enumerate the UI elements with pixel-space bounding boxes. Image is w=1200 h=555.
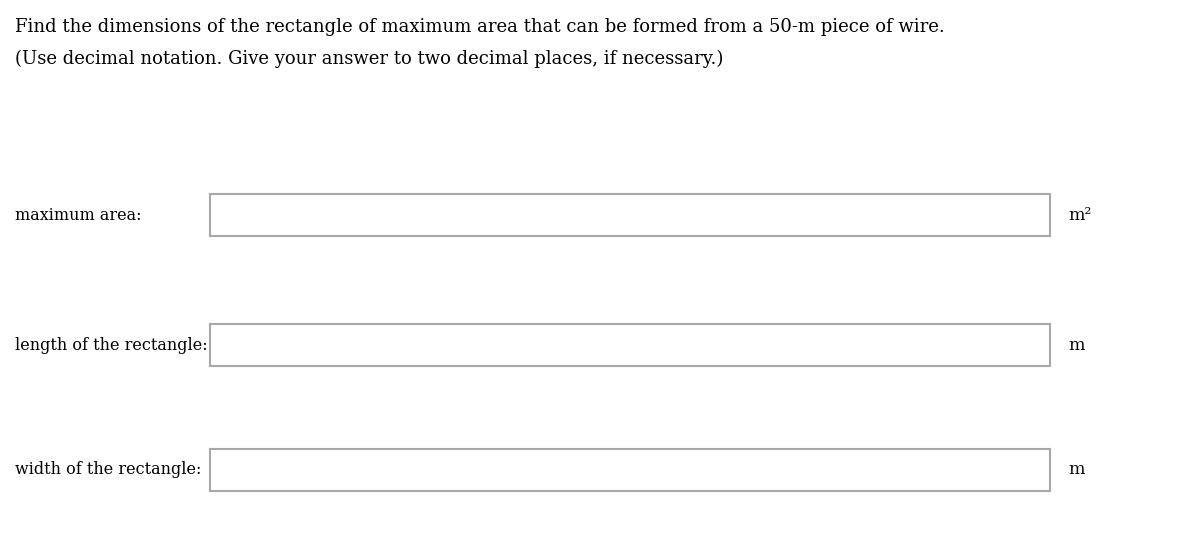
- Text: m²: m²: [1068, 206, 1091, 224]
- Text: maximum area:: maximum area:: [14, 206, 142, 224]
- Text: m: m: [1068, 462, 1085, 478]
- Text: m: m: [1068, 336, 1085, 354]
- Text: Find the dimensions of the rectangle of maximum area that can be formed from a 5: Find the dimensions of the rectangle of …: [14, 18, 944, 36]
- Text: width of the rectangle:: width of the rectangle:: [14, 462, 202, 478]
- Text: (Use decimal notation. Give your answer to two decimal places, if necessary.): (Use decimal notation. Give your answer …: [14, 50, 724, 68]
- Text: length of the rectangle:: length of the rectangle:: [14, 336, 208, 354]
